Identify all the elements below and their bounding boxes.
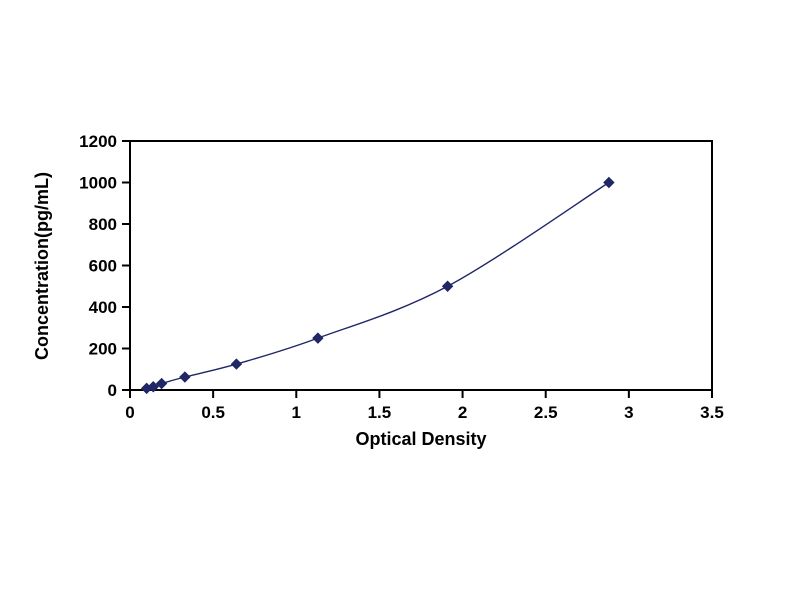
data-point-marker bbox=[230, 358, 243, 370]
data-point-marker bbox=[147, 381, 159, 393]
y-axis-tick-label: 800 bbox=[89, 215, 117, 234]
data-point-marker bbox=[312, 332, 324, 344]
standard-curve-line bbox=[146, 181, 610, 390]
y-axis-tick-label: 600 bbox=[89, 257, 117, 276]
y-axis-tick-label: 400 bbox=[89, 298, 117, 317]
data-point-marker bbox=[441, 280, 454, 292]
x-axis-tick-label: 3 bbox=[624, 403, 633, 422]
x-axis-tick-label: 1.5 bbox=[368, 403, 392, 422]
y-axis-title: Concentration(pg/mL) bbox=[32, 172, 52, 360]
x-axis-tick-label: 1 bbox=[292, 403, 301, 422]
y-axis-tick-label: 1200 bbox=[79, 132, 117, 151]
y-axis-tick-label: 0 bbox=[108, 381, 117, 400]
data-point-marker bbox=[179, 371, 191, 383]
x-axis-tick-label: 2 bbox=[458, 403, 467, 422]
data-point-marker bbox=[155, 377, 168, 390]
data-point-marker bbox=[603, 176, 615, 189]
x-axis-tick-label: 0.5 bbox=[201, 403, 225, 422]
x-axis-tick-label: 2.5 bbox=[534, 403, 558, 422]
x-axis-tick-label: 3.5 bbox=[700, 403, 724, 422]
plot-area: 0 200 400 600 800 1000 1200 0 0.5 1 1.5 2 2.5 3 3.5 bbox=[79, 132, 724, 422]
y-axis-tick-label: 200 bbox=[89, 340, 117, 359]
y-axis-tick-label: 1000 bbox=[79, 174, 117, 193]
plot-frame bbox=[129, 140, 713, 391]
x-axis-title: Optical Density bbox=[355, 429, 486, 449]
x-axis-tick-label: 0 bbox=[125, 403, 134, 422]
